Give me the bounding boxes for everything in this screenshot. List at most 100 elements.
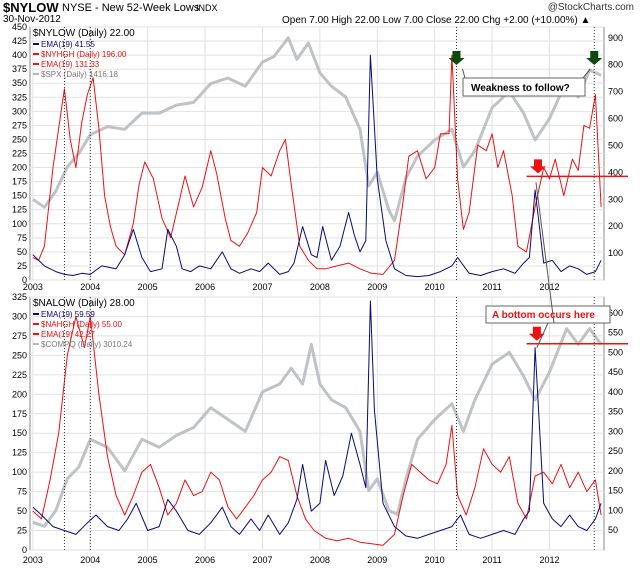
left-tick-label: 225 — [12, 149, 27, 159]
x-tick-label: 2005 — [138, 282, 158, 292]
left-tick-label: 175 — [12, 409, 27, 419]
series-line-highs — [32, 54, 602, 275]
x-tick-label: 2007 — [252, 555, 272, 565]
series-line-highs — [32, 316, 602, 546]
x-tick-label: 2007 — [252, 282, 272, 292]
left-tick-label: 0 — [22, 545, 27, 555]
exchange-label: INDX — [196, 3, 218, 13]
callout-pointer — [536, 322, 549, 348]
right-tick-label: 250 — [608, 446, 623, 456]
series-line-index — [32, 327, 603, 528]
legend-entry: $NYHGH (Daily) 196.00 — [41, 50, 127, 59]
right-tick-label: 450 — [608, 367, 623, 377]
x-tick-label: 2011 — [482, 282, 501, 292]
x-tick-label: 2009 — [367, 282, 387, 292]
left-tick-label: 150 — [12, 191, 27, 201]
right-tick-label: 100 — [608, 248, 623, 258]
right-tick-label: 200 — [608, 221, 623, 231]
x-tick-label: 2009 — [367, 555, 387, 565]
x-tick-label: 2004 — [80, 555, 100, 565]
right-tick-label: 300 — [608, 426, 623, 436]
right-tick-label: 900 — [608, 33, 623, 43]
left-tick-label: 50 — [17, 247, 27, 257]
callout-text-bottom: A bottom occurs here — [492, 310, 595, 321]
red-down-arrow-icon — [528, 326, 545, 341]
left-tick-label: 325 — [12, 292, 27, 302]
x-tick-label: 2006 — [195, 555, 215, 565]
legend-entry: EMA(19) 59.59 — [41, 310, 95, 319]
legend-entry: $SPX (Daily) 1416.18 — [41, 70, 118, 79]
left-tick-label: 100 — [12, 467, 27, 477]
left-tick-label: 225 — [12, 370, 27, 380]
legend-entry: EMA(19) 131.33 — [41, 60, 100, 69]
left-tick-label: 25 — [17, 261, 27, 271]
right-tick-label: 600 — [608, 114, 623, 124]
right-tick-label: 400 — [608, 387, 623, 397]
legend-title: $NALOW (Daily) 28.00 — [33, 298, 135, 309]
right-tick-label: 500 — [608, 140, 623, 150]
right-tick-label: 400 — [608, 167, 623, 177]
x-tick-label: 2010 — [425, 282, 445, 292]
callout-box-weakness — [462, 77, 586, 97]
left-tick-label: 125 — [12, 448, 27, 458]
x-tick-label: 2008 — [310, 282, 330, 292]
left-tick-label: 325 — [12, 92, 27, 102]
legend-entry: EMA(19) 41.55 — [41, 40, 95, 49]
right-tick-label: 350 — [608, 407, 623, 417]
chart-symbol: $NYLOW — [3, 0, 59, 15]
green-down-arrow-icon — [586, 51, 603, 65]
x-tick-label: 2003 — [23, 555, 43, 565]
left-tick-label: 150 — [12, 428, 27, 438]
x-tick-label: 2012 — [539, 555, 559, 565]
left-tick-label: 300 — [12, 311, 27, 321]
x-tick-label: 2004 — [80, 282, 100, 292]
callout-pointer — [535, 182, 555, 324]
left-tick-label: 350 — [12, 78, 27, 88]
series-line-lows — [32, 300, 602, 539]
left-tick-label: 75 — [17, 487, 27, 497]
x-tick-label: 2011 — [482, 555, 501, 565]
left-tick-label: 450 — [12, 22, 27, 32]
legend-entry: $COMPQ (Daily) 3010.24 — [41, 340, 133, 349]
left-tick-label: 100 — [12, 219, 27, 229]
right-tick-label: 500 — [608, 347, 623, 357]
x-tick-label: 2005 — [138, 555, 158, 565]
legend-entry: EMA(19) 42.27 — [41, 330, 95, 339]
panel-2: 0 25 50 75 100 125 150 175 200 225 250 275 300 325 50 1… — [12, 292, 623, 565]
legend-title: $NYLOW (Daily) 22.00 — [33, 28, 135, 39]
chart-date: 30-Nov-2012 — [3, 14, 61, 25]
callout-pointer — [582, 68, 591, 79]
left-tick-label: 275 — [12, 120, 27, 130]
left-tick-label: 200 — [12, 163, 27, 173]
series-line-lows — [32, 54, 602, 278]
right-tick-label: 150 — [608, 486, 623, 496]
left-tick-label: 50 — [17, 506, 27, 516]
left-tick-label: 25 — [17, 526, 27, 536]
x-tick-label: 2003 — [23, 282, 43, 292]
left-tick-label: 250 — [12, 350, 27, 360]
x-tick-label: 2010 — [425, 555, 445, 565]
plot-area — [29, 296, 605, 551]
x-tick-label: 2006 — [195, 282, 215, 292]
left-tick-label: 200 — [12, 389, 27, 399]
x-tick-label: 2008 — [310, 555, 330, 565]
left-tick-label: 175 — [12, 177, 27, 187]
right-tick-label: 800 — [608, 60, 623, 70]
ohlc-readout: Open 7.00 High 22.00 Low 7.00 Close 22.0… — [282, 15, 591, 26]
left-tick-label: 125 — [12, 205, 27, 215]
legend-entry: $NAHGH (Daily) 55.00 — [41, 320, 122, 329]
panel-1: 0 25 50 75 100 125 150 175 200 225 250 275 300 325 350… — [12, 22, 623, 292]
right-tick-label: 700 — [608, 87, 623, 97]
left-tick-label: 250 — [12, 134, 27, 144]
left-tick-label: 300 — [12, 106, 27, 116]
right-tick-label: 200 — [608, 466, 623, 476]
left-tick-label: 75 — [17, 233, 27, 243]
left-tick-label: 275 — [12, 331, 27, 341]
left-tick-label: 400 — [12, 50, 27, 60]
watermark: @StockCharts.com — [547, 2, 634, 13]
left-tick-label: 375 — [12, 64, 27, 74]
